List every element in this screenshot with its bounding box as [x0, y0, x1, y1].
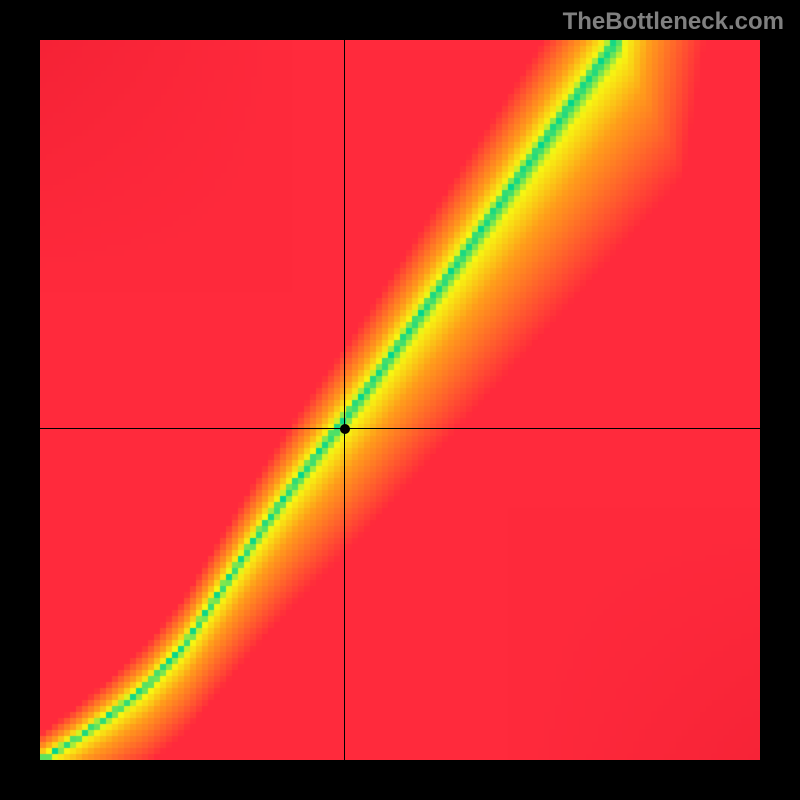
crosshair-horizontal [40, 428, 760, 429]
crosshair-point [340, 424, 350, 434]
bottleneck-heatmap [40, 40, 760, 760]
watermark-text: TheBottleneck.com [563, 8, 784, 36]
crosshair-vertical [344, 40, 345, 760]
